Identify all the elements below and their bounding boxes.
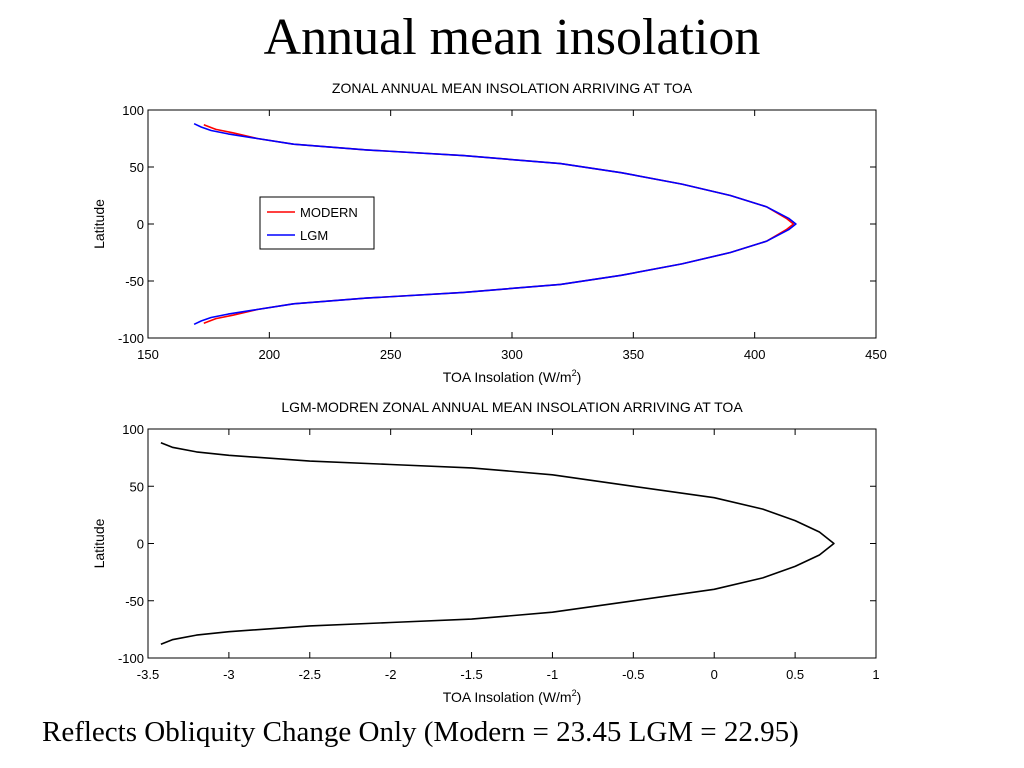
chart-title: ZONAL ANNUAL MEAN INSOLATION ARRIVING AT…: [332, 80, 693, 96]
y-tick-label: 50: [130, 479, 144, 494]
x-tick-label: 1: [872, 667, 879, 682]
chart-2: LGM-MODREN ZONAL ANNUAL MEAN INSOLATION …: [91, 399, 880, 705]
y-tick-label: -50: [125, 594, 144, 609]
y-tick-label: 100: [122, 103, 144, 118]
chart-title: LGM-MODREN ZONAL ANNUAL MEAN INSOLATION …: [281, 399, 743, 415]
chart-1: ZONAL ANNUAL MEAN INSOLATION ARRIVING AT…: [91, 80, 887, 385]
x-tick-label: -2: [385, 667, 397, 682]
y-tick-label: 50: [130, 160, 144, 175]
slide-title: Annual mean insolation: [263, 9, 761, 62]
x-tick-label: 200: [258, 347, 280, 362]
x-tick-label: 0.5: [786, 667, 804, 682]
y-tick-label: -100: [118, 651, 144, 666]
series-line-lgm: [193, 122, 797, 326]
legend-label-modern: MODERN: [300, 205, 358, 220]
plot-frame: [147, 109, 877, 339]
slide-caption: Reflects Obliquity Change Only (Modern =…: [42, 716, 799, 748]
y-axis-label: Latitude: [91, 199, 107, 249]
x-tick-label: -3.5: [137, 667, 159, 682]
y-tick-label: -50: [125, 274, 144, 289]
y-tick-label: 100: [122, 422, 144, 437]
x-tick-label: 250: [380, 347, 402, 362]
x-tick-label: -1.5: [460, 667, 482, 682]
x-tick-label: 350: [622, 347, 644, 362]
y-tick-label: 0: [137, 217, 144, 232]
y-tick-label: -100: [118, 331, 144, 346]
x-tick-label: 150: [137, 347, 159, 362]
legend-box: [259, 196, 375, 250]
legend: MODERN LGM: [259, 196, 375, 250]
y-axis-label: Latitude: [91, 518, 107, 568]
legend-label-lgm: LGM: [300, 228, 328, 243]
x-tick-label: 450: [865, 347, 887, 362]
x-tick-label: -1: [547, 667, 559, 682]
x-tick-label: -0.5: [622, 667, 644, 682]
x-tick-label: 0: [711, 667, 718, 682]
x-tick-label: -2.5: [299, 667, 321, 682]
x-axis-label: TOA Insolation (W/m2): [443, 368, 582, 385]
plot-frame: [147, 428, 877, 659]
x-tick-label: 300: [501, 347, 523, 362]
y-tick-label: 0: [137, 537, 144, 552]
series-line-difference: [160, 441, 835, 646]
x-tick-label: -3: [223, 667, 235, 682]
x-axis-label: TOA Insolation (W/m2): [443, 688, 582, 705]
x-tick-label: 400: [744, 347, 766, 362]
